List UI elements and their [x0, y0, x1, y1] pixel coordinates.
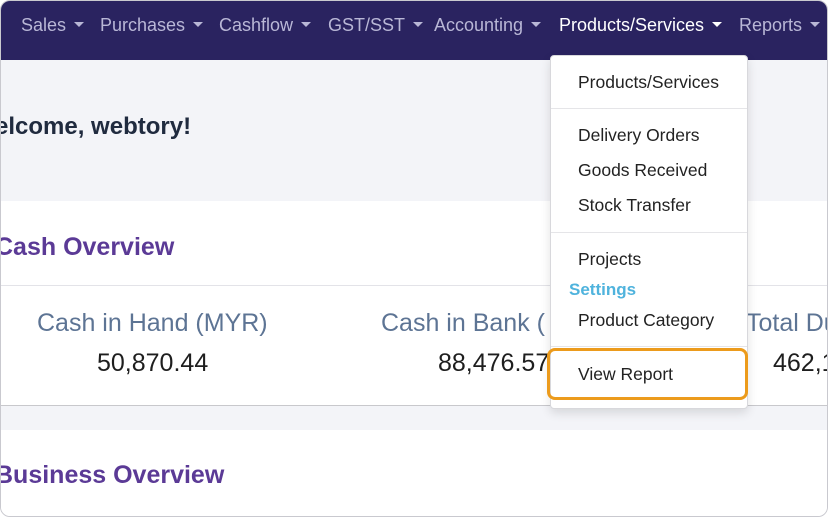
caret-down-icon: [712, 21, 723, 27]
menu-item-goods-received[interactable]: Goods Received: [578, 160, 708, 180]
nav-accounting[interactable]: Accounting: [434, 15, 542, 36]
nav-reports[interactable]: Reports: [739, 15, 821, 36]
products-services-dropdown: Products/Services Delivery Orders Goods …: [550, 55, 748, 409]
caret-down-icon: [193, 21, 204, 27]
nav-cashflow[interactable]: Cashflow: [219, 15, 312, 36]
cash-in-bank-label: Cash in Bank (: [381, 309, 545, 337]
cash-overview-title: Cash Overview: [0, 233, 175, 261]
caret-down-icon: [531, 21, 542, 27]
top-navbar: Sales Purchases Cashflow GST/SST Account…: [1, 1, 827, 60]
menu-divider: [551, 346, 747, 347]
cash-in-hand-label: Cash in Hand (MYR): [37, 309, 268, 337]
nav-purchases[interactable]: Purchases: [100, 15, 204, 36]
nav-purchases-label: Purchases: [100, 15, 186, 35]
nav-sales[interactable]: Sales: [21, 15, 85, 36]
menu-item-product-category[interactable]: Product Category: [578, 310, 715, 330]
nav-gst-sst[interactable]: GST/SST: [328, 15, 424, 36]
divider: [1, 285, 827, 286]
total-due-value: 462,1: [773, 349, 827, 377]
welcome-heading: elcome, webtory!: [0, 113, 192, 140]
menu-divider: [551, 232, 747, 233]
nav-cashflow-label: Cashflow: [219, 15, 294, 35]
caret-down-icon: [413, 21, 424, 27]
menu-header-settings: Settings: [569, 280, 637, 299]
business-overview-title: Business Overview: [0, 461, 225, 489]
cash-in-bank-value: 88,476.57: [438, 349, 550, 377]
caret-down-icon: [74, 21, 85, 27]
menu-item-delivery-orders[interactable]: Delivery Orders: [578, 125, 700, 145]
nav-reports-label: Reports: [739, 15, 803, 35]
nav-accounting-label: Accounting: [434, 15, 524, 35]
menu-item-stock-transfer[interactable]: Stock Transfer: [578, 195, 691, 215]
caret-down-icon: [301, 21, 312, 27]
menu-item-products-services[interactable]: Products/Services: [578, 72, 720, 92]
nav-products-services-label: Products/Services: [559, 15, 705, 35]
nav-gst-sst-label: GST/SST: [328, 15, 406, 35]
total-due-label: Total Du: [746, 309, 827, 337]
caret-down-icon: [810, 21, 821, 27]
menu-divider: [551, 108, 747, 109]
nav-products-services[interactable]: Products/Services: [559, 15, 723, 36]
business-overview-card: Business Overview: [0, 430, 827, 516]
nav-sales-label: Sales: [21, 15, 67, 35]
menu-item-view-report[interactable]: View Report: [578, 364, 674, 384]
menu-item-projects[interactable]: Projects: [578, 249, 642, 269]
cash-in-hand-value: 50,870.44: [97, 349, 209, 377]
